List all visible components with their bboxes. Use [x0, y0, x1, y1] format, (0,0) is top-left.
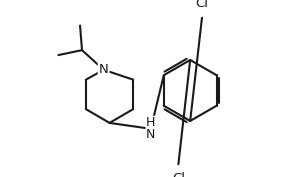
Text: Cl: Cl [172, 172, 185, 177]
Text: Cl: Cl [195, 0, 208, 10]
Text: N: N [99, 63, 108, 76]
Text: H
N: H N [146, 116, 156, 141]
